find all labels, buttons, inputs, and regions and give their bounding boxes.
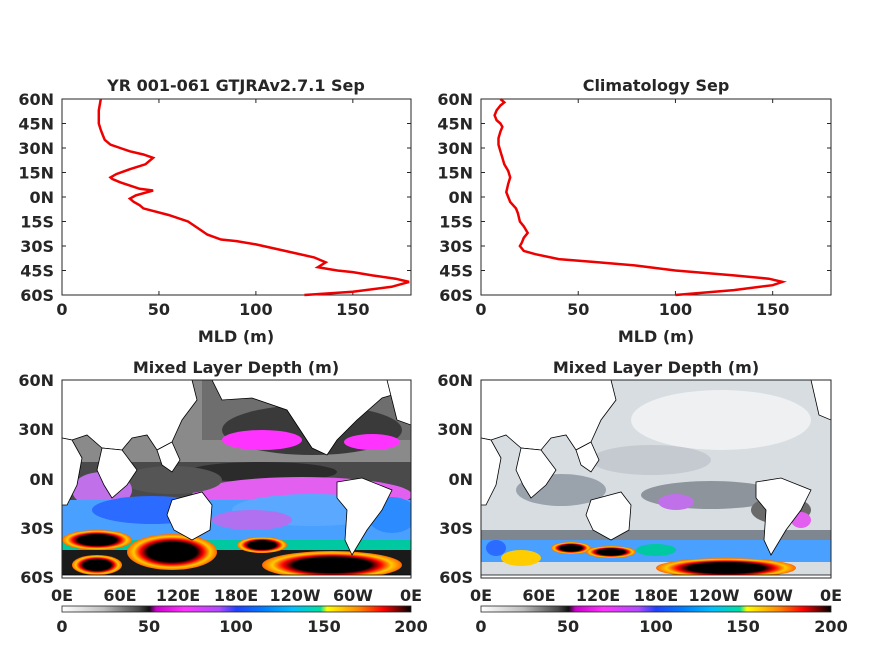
x-tick-label: 50 bbox=[567, 300, 589, 319]
x-tick-label: 0E bbox=[820, 586, 842, 605]
x-tick-label: 120W bbox=[688, 586, 739, 605]
x-tick-labels: 0E 60E 120E 180E 120W 60W 0E bbox=[51, 586, 422, 605]
plot-frame bbox=[480, 98, 832, 296]
x-tick-label: 60E bbox=[522, 586, 555, 605]
y-tick-label: 0N bbox=[29, 188, 54, 207]
colorbar-tick-label: 150 bbox=[726, 617, 759, 636]
y-tick-label: 60N bbox=[437, 371, 473, 390]
colorbar-tick-label: 0 bbox=[56, 617, 67, 636]
colorbar: 0 50 100 150 200 bbox=[56, 605, 428, 636]
y-tick-label: 15S bbox=[439, 213, 473, 232]
x-tick-label: 0E bbox=[470, 586, 492, 605]
x-tick-label: 180E bbox=[214, 586, 258, 605]
colorbar: 0 50 100 150 200 bbox=[475, 605, 848, 636]
x-tick-label: 120E bbox=[156, 586, 200, 605]
x-tick-label: 0 bbox=[475, 300, 486, 319]
y-tick-label: 0N bbox=[29, 470, 54, 489]
panel-title: Mixed Layer Depth (m) bbox=[553, 358, 759, 377]
y-tick-label: 0N bbox=[448, 188, 473, 207]
plot-frame bbox=[61, 98, 412, 296]
y-tick-label: 60N bbox=[437, 90, 473, 109]
colorbar-tick-label: 50 bbox=[557, 617, 579, 636]
colorbar-tick-label: 100 bbox=[219, 617, 252, 636]
x-tick-label: 60W bbox=[753, 586, 793, 605]
x-tick-label: 180E bbox=[634, 586, 678, 605]
axis-ticks: 0 50 100 150 60N 45N 30N 15N 0N 15S 30S 45S 60S bbox=[18, 90, 411, 319]
y-tick-label: 60S bbox=[20, 286, 54, 305]
colorbar-tick-label: 150 bbox=[307, 617, 340, 636]
plot-frame bbox=[61, 379, 412, 579]
colorbar-tick-label: 200 bbox=[394, 617, 427, 636]
map-panel-climatology: Mixed Layer Depth (m) bbox=[437, 358, 847, 636]
y-tick-label: 30N bbox=[437, 420, 473, 439]
y-tick-label: 60N bbox=[18, 90, 54, 109]
panel-title: Climatology Sep bbox=[583, 76, 730, 95]
x-tick-label: 100 bbox=[659, 300, 692, 319]
x-tick-label: 100 bbox=[239, 300, 272, 319]
colorbar-tick-label: 50 bbox=[138, 617, 160, 636]
x-tick-label: 0E bbox=[51, 586, 73, 605]
plot-frame bbox=[480, 379, 832, 579]
x-tick-label: 150 bbox=[756, 300, 789, 319]
x-tick-label: 0 bbox=[56, 300, 67, 319]
x-axis-label: MLD (m) bbox=[618, 327, 694, 346]
y-tick-label: 60N bbox=[18, 371, 54, 390]
x-tick-label: 120E bbox=[576, 586, 620, 605]
line-panel-model: YR 001-061 GTJRAv2.7.1 Sep 0 50 100 150 60N 4… bbox=[18, 76, 412, 346]
y-tick-label: 60S bbox=[20, 568, 54, 587]
y-tick-label: 30N bbox=[437, 139, 473, 158]
colorbar-gradient bbox=[61, 605, 412, 613]
y-tick-label: 45S bbox=[439, 262, 473, 281]
y-tick-label: 30S bbox=[439, 237, 473, 256]
mld-map-climatology bbox=[481, 380, 831, 578]
y-tick-label: 60S bbox=[439, 568, 473, 587]
y-tick-label: 60S bbox=[439, 286, 473, 305]
mld-profile-line bbox=[493, 98, 787, 297]
y-tick-label: 15S bbox=[20, 213, 54, 232]
y-tick-label: 45N bbox=[18, 115, 54, 134]
x-tick-labels: 0E 60E 120E 180E 120W 60W 0E bbox=[470, 586, 842, 605]
y-tick-label: 30S bbox=[20, 237, 54, 256]
x-tick-label: 120W bbox=[269, 586, 320, 605]
y-tick-label: 30N bbox=[18, 139, 54, 158]
panel-title: Mixed Layer Depth (m) bbox=[133, 358, 339, 377]
map-panel-model: Mixed Layer Depth (m) bbox=[18, 358, 427, 636]
y-tick-label: 45S bbox=[20, 262, 54, 281]
x-tick-label: 150 bbox=[336, 300, 369, 319]
y-tick-label: 0N bbox=[448, 470, 473, 489]
y-tick-label: 30S bbox=[439, 519, 473, 538]
line-panel-climatology: Climatology Sep 0 50 100 150 60N 45N 30N 15N 0N 1… bbox=[437, 76, 832, 346]
colorbar-gradient bbox=[480, 605, 832, 613]
y-tick-label: 15N bbox=[437, 164, 473, 183]
y-tick-label: 45N bbox=[437, 115, 473, 134]
colorbar-tick-label: 200 bbox=[814, 617, 847, 636]
colorbar-tick-label: 100 bbox=[639, 617, 672, 636]
y-tick-label: 15N bbox=[18, 164, 54, 183]
x-axis-label: MLD (m) bbox=[198, 327, 274, 346]
y-tick-labels: 60N 30N 0N 30S 60S bbox=[437, 371, 473, 587]
panel-title: YR 001-061 GTJRAv2.7.1 Sep bbox=[106, 76, 365, 95]
y-tick-label: 30S bbox=[20, 519, 54, 538]
x-tick-label: 60E bbox=[103, 586, 136, 605]
colorbar-tick-label: 0 bbox=[475, 617, 486, 636]
mld-profile-line bbox=[97, 98, 410, 297]
y-tick-labels: 60N 30N 0N 30S 60S bbox=[18, 371, 54, 587]
x-tick-label: 60W bbox=[333, 586, 373, 605]
y-tick-label: 30N bbox=[18, 420, 54, 439]
mld-map-model bbox=[62, 380, 411, 578]
x-tick-label: 50 bbox=[148, 300, 170, 319]
x-tick-label: 0E bbox=[400, 586, 422, 605]
axis-ticks: 0 50 100 150 60N 45N 30N 15N 0N 15S 30S 45S 60S bbox=[437, 90, 831, 319]
